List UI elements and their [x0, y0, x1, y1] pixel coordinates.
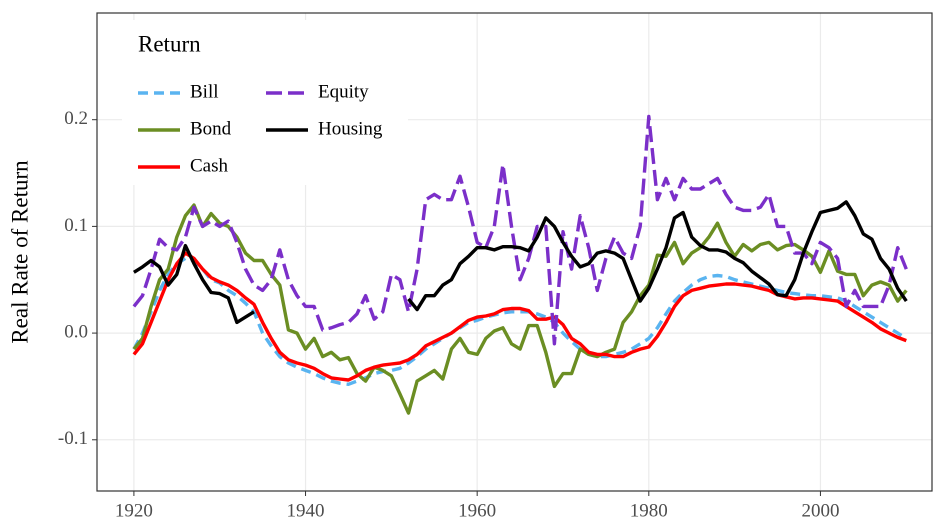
series-line: [132, 251, 907, 382]
legend-label: Bill: [190, 81, 219, 102]
legend-label: Equity: [318, 81, 369, 102]
x-tick-label: 2000: [801, 500, 839, 521]
legend-label: Cash: [190, 155, 229, 176]
y-tick-label: -0.1: [58, 428, 88, 449]
y-tick-label: 0.2: [64, 108, 88, 129]
series-line: [132, 200, 908, 325]
legend-label: Bond: [190, 118, 232, 139]
x-tick-label: 1920: [115, 500, 153, 521]
series-line: [132, 114, 908, 346]
plot-border: [96, 12, 933, 492]
legend-background: [122, 20, 408, 185]
y-tick-label: 0.0: [64, 321, 88, 342]
x-tick-label: 1980: [630, 500, 668, 521]
x-tick-label: 1960: [458, 500, 496, 521]
legend-label: Housing: [318, 118, 383, 139]
y-tick-label: 0.1: [64, 215, 88, 236]
x-tick-label: 1940: [287, 500, 325, 521]
series-line: [132, 256, 908, 386]
legend: Return Bill Bond Cash Equity Housing: [122, 20, 408, 185]
legend-title: Return: [138, 31, 201, 56]
series-line: [132, 203, 908, 415]
y-axis-label: Real Rate of Return: [7, 160, 32, 344]
